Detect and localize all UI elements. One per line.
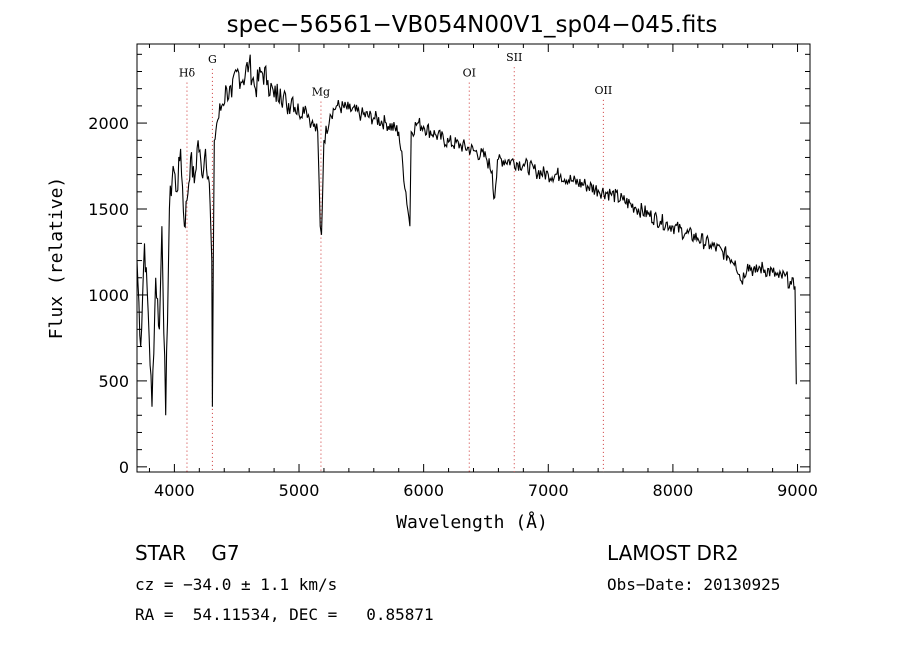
redshift-velocity: cz = −34.0 ± 1.1 km/s bbox=[135, 575, 338, 594]
coordinates: RA = 54.11534, DEC = 0.85871 bbox=[135, 605, 434, 624]
spectrum-series bbox=[136, 54, 797, 416]
y-tick-label: 2000 bbox=[88, 114, 129, 133]
object-class: STAR G7 bbox=[135, 541, 240, 565]
axis-ticks: 4000 5000 6000 7000 8000 9000 0 500 1000 1500 2000 bbox=[88, 44, 818, 500]
x-tick-label: 9000 bbox=[777, 481, 818, 500]
spectrum-line bbox=[136, 54, 797, 416]
chart-title: spec−56561−VB054N00V1_sp04−045.fits bbox=[227, 12, 718, 38]
spectral-line-markers: Hδ G Mg OI SII OII bbox=[179, 51, 612, 472]
observation-date: Obs−Date: 20130925 bbox=[607, 575, 781, 594]
x-tick-label: 8000 bbox=[653, 481, 694, 500]
spectral-line-label: SII bbox=[506, 51, 522, 64]
x-axis-label: Wavelength (Å) bbox=[396, 511, 548, 533]
y-tick-label: 1000 bbox=[88, 286, 129, 305]
spectral-line-label: OI bbox=[463, 67, 476, 80]
x-tick-label: 7000 bbox=[528, 481, 569, 500]
spectral-line-label: Hδ bbox=[179, 67, 196, 80]
survey-name: LAMOST DR2 bbox=[607, 541, 739, 565]
spectral-line-label: OII bbox=[595, 84, 613, 97]
x-tick-label: 6000 bbox=[403, 481, 444, 500]
y-axis-label: Flux (relative) bbox=[46, 177, 67, 340]
plot-frame bbox=[136, 43, 811, 473]
y-tick-label: 0 bbox=[119, 458, 129, 477]
x-tick-label: 5000 bbox=[279, 481, 320, 500]
y-tick-label: 1500 bbox=[88, 200, 129, 219]
y-tick-label: 500 bbox=[98, 372, 129, 391]
x-tick-label: 4000 bbox=[154, 481, 195, 500]
spectral-line-label: Mg bbox=[312, 86, 330, 99]
spectral-line-label: G bbox=[208, 53, 217, 66]
